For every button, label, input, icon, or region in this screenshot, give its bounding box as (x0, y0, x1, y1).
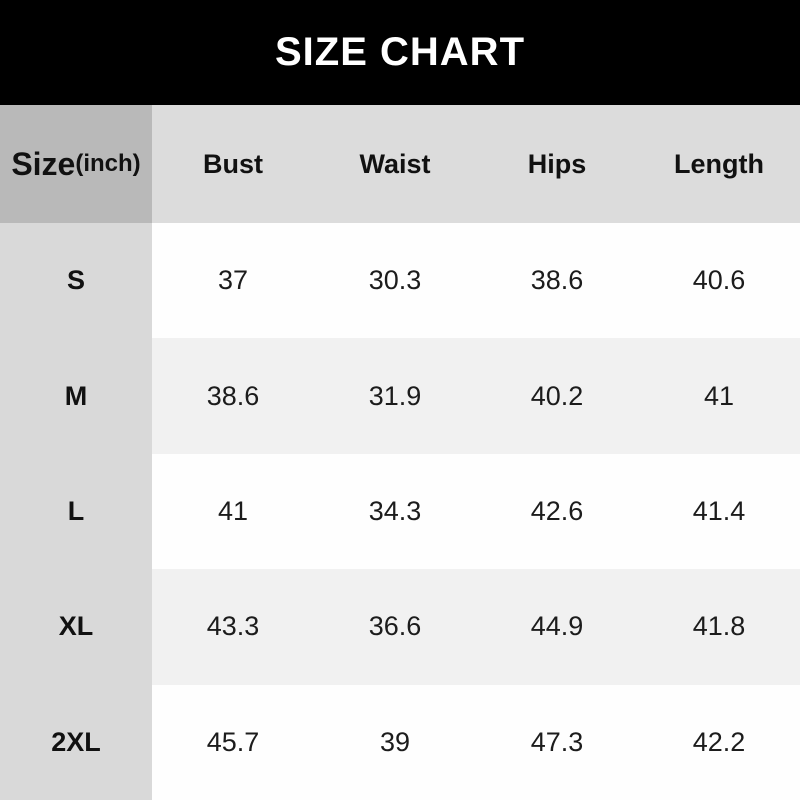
column-header-length: Length (638, 105, 800, 223)
cell-s-hips: 38.6 (476, 223, 638, 339)
cell-xl-bust: 43.3 (152, 569, 314, 685)
cell-s-bust: 37 (152, 223, 314, 339)
cell-m-bust: 38.6 (152, 338, 314, 454)
size-unit-header-main: Size (11, 145, 76, 182)
cell-2xl-waist: 39 (314, 684, 476, 800)
cell-2xl-bust: 45.7 (152, 684, 314, 800)
cell-l-waist: 34.3 (314, 453, 476, 570)
cell-m-hips: 40.2 (476, 338, 638, 454)
size-label-l: L (0, 453, 152, 570)
cell-2xl-hips: 47.3 (476, 684, 638, 800)
column-header-bust: Bust (152, 105, 314, 223)
cell-s-waist: 30.3 (314, 223, 476, 339)
size-label-s: S (0, 223, 152, 339)
size-unit-header-suffix: (inch) (75, 150, 141, 177)
cell-l-bust: 41 (152, 453, 314, 570)
page-title: SIZE CHART (275, 30, 525, 74)
cell-l-length: 41.4 (638, 453, 800, 570)
cell-xl-waist: 36.6 (314, 569, 476, 685)
size-label-2xl: 2XL (0, 684, 152, 800)
size-label-xl: XL (0, 569, 152, 685)
cell-xl-length: 41.8 (638, 569, 800, 685)
cell-2xl-length: 42.2 (638, 684, 800, 800)
size-label-m: M (0, 338, 152, 454)
cell-s-length: 40.6 (638, 223, 800, 339)
size-table: Size (inch) Bust Waist Hips Length S 37 3… (0, 105, 800, 800)
cell-m-waist: 31.9 (314, 338, 476, 454)
cell-l-hips: 42.6 (476, 453, 638, 570)
cell-xl-hips: 44.9 (476, 569, 638, 685)
column-header-hips: Hips (476, 105, 638, 223)
column-header-waist: Waist (314, 105, 476, 223)
title-bar: SIZE CHART (0, 0, 800, 105)
size-unit-header: Size (inch) (0, 105, 152, 223)
cell-m-length: 41 (638, 338, 800, 454)
